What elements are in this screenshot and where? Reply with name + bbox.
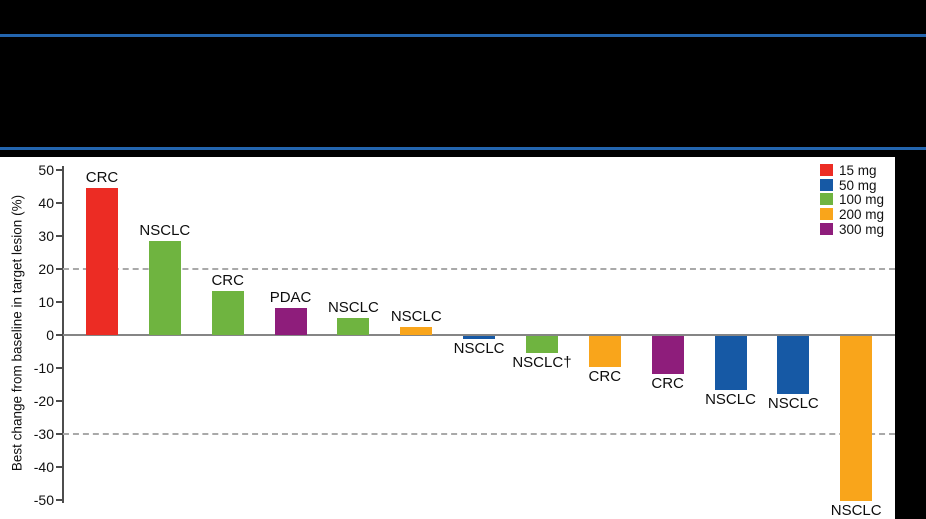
y-axis-tick-label: -10: [33, 360, 54, 376]
y-axis-tick: [56, 334, 62, 336]
bar: [400, 327, 433, 335]
header-rule-bottom: [0, 147, 926, 150]
bar: [840, 336, 873, 501]
legend-label: 50 mg: [839, 177, 877, 193]
legend-label: 300 mg: [839, 221, 885, 237]
reference-line-dashed: [63, 268, 895, 270]
legend-label: 15 mg: [839, 163, 877, 178]
y-axis-tick-label: -40: [33, 459, 54, 475]
y-axis-tick: [56, 301, 62, 303]
bar-label: NSCLC: [453, 340, 505, 358]
chart-panel: [0, 157, 895, 519]
y-axis-tick: [56, 367, 62, 369]
legend-swatch: [820, 164, 833, 176]
y-axis-tick: [56, 400, 62, 402]
y-axis-tick-label: 0: [46, 327, 54, 343]
bar-label: CRC: [651, 374, 684, 392]
bar-label: NSCLC: [767, 394, 819, 412]
bar-label: NSCLC: [830, 502, 882, 519]
bar: [651, 336, 684, 374]
bar: [86, 188, 118, 335]
bar-label: CRC: [588, 368, 622, 386]
y-axis-tick-label: -30: [33, 426, 54, 442]
bar: [588, 336, 621, 368]
bar: [274, 307, 307, 335]
legend-swatch: [820, 208, 833, 221]
legend-label: 200 mg: [839, 207, 885, 223]
y-axis-tick: [56, 268, 62, 270]
bar-label: NSCLC†: [512, 354, 572, 372]
legend-swatch: [820, 222, 833, 235]
y-axis-tick-label: 20: [38, 261, 54, 277]
y-axis-tick-label: 10: [38, 294, 54, 310]
y-axis-tick: [56, 499, 62, 501]
bar: [525, 336, 558, 354]
y-axis-tick: [56, 202, 62, 204]
bar-label: NSCLC: [705, 391, 756, 409]
legend-label: 100 mg: [839, 192, 885, 208]
bar: [714, 336, 747, 391]
bar-label: NSCLC: [390, 308, 442, 326]
bar: [777, 336, 810, 394]
zero-baseline: [63, 334, 895, 336]
bar-label: NSCLC: [139, 221, 191, 239]
y-axis-tick-label: -50: [33, 492, 54, 508]
bar-label: CRC: [211, 272, 244, 290]
bar: [337, 317, 370, 335]
y-axis-tick-label: 40: [38, 195, 54, 211]
y-axis-tick: [56, 169, 62, 171]
bar: [148, 240, 181, 335]
bar: [211, 291, 244, 335]
y-axis-tick-label: -20: [33, 393, 54, 409]
legend-swatch: [820, 193, 833, 206]
bar-label: CRC: [85, 169, 119, 187]
y-axis-tick: [56, 433, 62, 435]
legend-swatch: [820, 178, 833, 191]
reference-line-dashed: [63, 433, 895, 435]
y-axis-tick-label: 30: [38, 228, 54, 244]
bar-label: NSCLC: [327, 298, 379, 316]
y-axis-tick: [56, 235, 62, 237]
header-rule-top: [0, 34, 926, 37]
bar: [463, 336, 496, 340]
y-axis-tick: [56, 466, 62, 468]
y-axis-tick-label: 50: [38, 162, 54, 178]
bar-label: PDAC: [269, 288, 312, 306]
